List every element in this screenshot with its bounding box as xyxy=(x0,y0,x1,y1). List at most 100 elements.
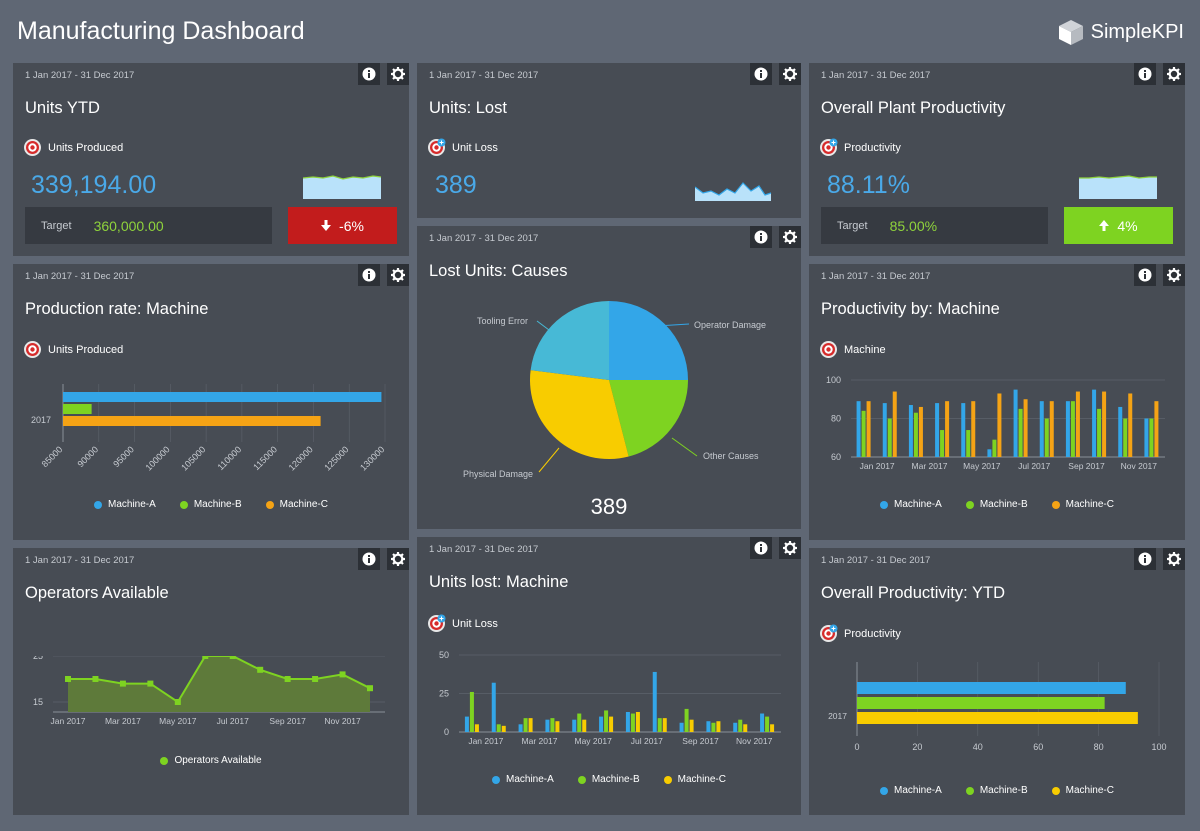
legend-item-machine-c[interactable]: Machine-C xyxy=(265,499,328,510)
bar-machine-c xyxy=(609,716,614,732)
bar-machine-a xyxy=(1144,418,1149,457)
metric-label: Units Produced xyxy=(23,340,123,359)
legend-item-operators[interactable]: Operators Available xyxy=(160,755,262,766)
brand-logo: SimpleKPI xyxy=(1057,18,1184,46)
period-label: 1 Jan 2017 - 31 Dec 2017 xyxy=(25,555,135,566)
lost-causes-pie-chart: Operator Damage Other Causes Physical Dama… xyxy=(463,301,766,479)
data-point xyxy=(174,699,181,705)
panel-title: Operators Available xyxy=(25,584,169,602)
bar-machine-b xyxy=(604,710,609,732)
x-tick-label: 125000 xyxy=(322,444,350,472)
cube-logo-icon xyxy=(1058,20,1083,45)
legend-item-machine-c[interactable]: Machine-C xyxy=(663,774,726,785)
period-label: 1 Jan 2017 - 31 Dec 2017 xyxy=(821,555,931,566)
bar-machine-c xyxy=(866,401,871,457)
x-tick-label: 100 xyxy=(1151,742,1166,752)
kpi-value: 389 xyxy=(435,171,477,199)
x-tick-label: Jan 2017 xyxy=(860,461,895,471)
delta-value: 4% xyxy=(1117,217,1138,234)
info-button[interactable] xyxy=(750,63,772,85)
pie-slice-operator-damage xyxy=(609,301,688,380)
period-label: 1 Jan 2017 - 31 Dec 2017 xyxy=(25,271,135,282)
x-tick-label: Sep 2017 xyxy=(1068,461,1105,471)
metric-name: Productivity xyxy=(844,141,901,154)
bar-machine-a xyxy=(572,719,577,732)
settings-button[interactable] xyxy=(1163,264,1185,286)
legend-item-machine-a[interactable]: Machine-A xyxy=(94,499,156,510)
panel-title: Overall Plant Productivity xyxy=(821,99,1006,117)
period-label: 1 Jan 2017 - 31 Dec 2017 xyxy=(429,544,539,555)
x-tick-label: 95000 xyxy=(111,444,136,469)
period-label: 1 Jan 2017 - 31 Dec 2017 xyxy=(429,233,539,244)
gear-icon xyxy=(391,67,405,81)
panel-production-rate: 1 Jan 2017 - 31 Dec 2017 Production rate… xyxy=(13,264,409,540)
bar-machine-a xyxy=(857,682,1126,694)
data-point xyxy=(257,666,264,673)
info-button[interactable] xyxy=(750,226,772,248)
legend-item-machine-b[interactable]: Machine-B xyxy=(577,774,640,785)
settings-button[interactable] xyxy=(1163,548,1185,570)
info-button[interactable] xyxy=(358,63,380,85)
period-label: 1 Jan 2017 - 31 Dec 2017 xyxy=(429,70,539,81)
bar-machine-b xyxy=(684,708,689,732)
bar-machine-b xyxy=(550,718,555,732)
sparkline xyxy=(695,182,772,201)
info-button[interactable] xyxy=(1134,264,1156,286)
bar-machine-a xyxy=(464,716,469,732)
bar-machine-c xyxy=(662,718,667,732)
info-icon xyxy=(754,541,768,555)
bar-machine-b xyxy=(1044,418,1049,457)
pie-label: Tooling Error xyxy=(477,316,528,326)
chart-legend: Machine-A Machine-B Machine-C xyxy=(417,774,801,785)
legend-item-machine-b[interactable]: Machine-B xyxy=(965,785,1028,796)
info-button[interactable] xyxy=(358,548,380,570)
settings-button[interactable] xyxy=(1163,63,1185,85)
period-label: 1 Jan 2017 - 31 Dec 2017 xyxy=(821,70,931,81)
settings-button[interactable] xyxy=(387,63,409,85)
settings-button[interactable] xyxy=(779,226,801,248)
metric-name: Unit Loss xyxy=(452,617,498,630)
info-icon xyxy=(1138,268,1152,282)
bar-machine-a xyxy=(518,724,523,732)
area-fill xyxy=(68,656,370,712)
info-button[interactable] xyxy=(750,537,772,559)
legend-item-machine-a[interactable]: Machine-A xyxy=(492,774,554,785)
x-tick-label: Jul 2017 xyxy=(1018,461,1050,471)
info-button[interactable] xyxy=(1134,548,1156,570)
data-point xyxy=(367,685,373,692)
bar-machine-a xyxy=(652,671,657,732)
panel-units-lost: 1 Jan 2017 - 31 Dec 2017 Units: Lost Uni… xyxy=(417,63,801,218)
x-tick-label: May 2017 xyxy=(574,736,612,746)
legend-item-machine-a[interactable]: Machine-A xyxy=(880,785,942,796)
data-point xyxy=(147,680,154,687)
target-plus-icon xyxy=(820,624,838,642)
bar-machine-c xyxy=(1049,401,1054,457)
settings-button[interactable] xyxy=(779,537,801,559)
settings-button[interactable] xyxy=(387,548,409,570)
legend-item-machine-c[interactable]: Machine-C xyxy=(1051,499,1114,510)
target-box: Target 85.00% xyxy=(821,207,1048,244)
data-point xyxy=(92,676,99,682)
bar-machine-c xyxy=(1102,391,1107,457)
settings-button[interactable] xyxy=(387,264,409,286)
panel-plant-productivity: 1 Jan 2017 - 31 Dec 2017 Overall Plant P… xyxy=(809,63,1185,256)
data-point xyxy=(229,656,236,659)
target-value: 85.00% xyxy=(889,217,938,234)
x-tick-label: Jan 2017 xyxy=(51,716,86,726)
pie-slice-other-causes xyxy=(609,380,688,457)
info-icon xyxy=(362,67,376,81)
legend-item-machine-b[interactable]: Machine-B xyxy=(179,499,242,510)
legend-item-machine-a[interactable]: Machine-A xyxy=(880,499,942,510)
info-icon xyxy=(362,552,376,566)
legend-item-machine-c[interactable]: Machine-C xyxy=(1051,785,1114,796)
settings-button[interactable] xyxy=(779,63,801,85)
bar-machine-b xyxy=(966,430,971,457)
legend-item-machine-b[interactable]: Machine-B xyxy=(965,499,1028,510)
info-button[interactable] xyxy=(358,264,380,286)
bar-machine-a xyxy=(625,711,630,732)
bar-machine-c xyxy=(770,724,775,732)
info-button[interactable] xyxy=(1134,63,1156,85)
gear-icon xyxy=(1167,67,1181,81)
x-tick-label: Jul 2017 xyxy=(631,736,663,746)
bar-machine-a xyxy=(706,721,711,732)
